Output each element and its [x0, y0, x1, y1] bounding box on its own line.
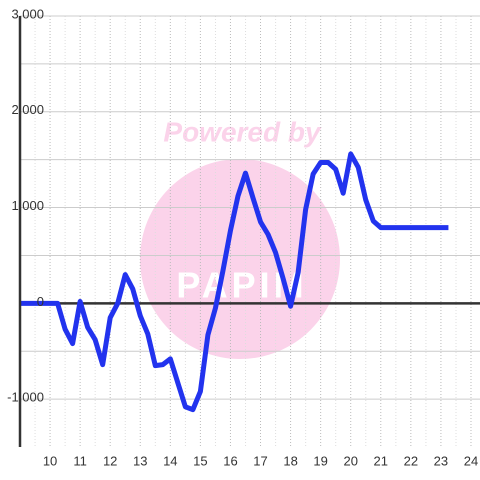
x-tick-label: 20	[343, 453, 357, 468]
y-tick-label: 1,000	[11, 198, 44, 213]
x-tick-label: 19	[313, 453, 327, 468]
watermark-text: Powered by	[163, 116, 322, 147]
y-tick-label: -1,000	[7, 390, 44, 405]
x-tick-label: 24	[464, 453, 478, 468]
x-tick-label: 17	[253, 453, 267, 468]
y-tick-label: 3,000	[11, 6, 44, 21]
watermark-circle	[140, 159, 340, 359]
x-tick-label: 13	[133, 453, 147, 468]
x-tick-label: 23	[434, 453, 448, 468]
x-tick-label: 11	[73, 453, 87, 468]
y-tick-label: 2,000	[11, 102, 44, 117]
x-tick-label: 16	[223, 453, 237, 468]
y-tick-label: 0	[37, 294, 44, 309]
line	[20, 151, 449, 413]
x-tick-label: 15	[193, 453, 207, 468]
x-tick-label: 18	[283, 453, 297, 468]
x-tick-label: 22	[404, 453, 418, 468]
x-tick-label: 12	[103, 453, 117, 468]
x-tick-label: 14	[163, 453, 177, 468]
x-tick-label: 10	[43, 453, 57, 468]
x-tick-label: 21	[374, 453, 388, 468]
